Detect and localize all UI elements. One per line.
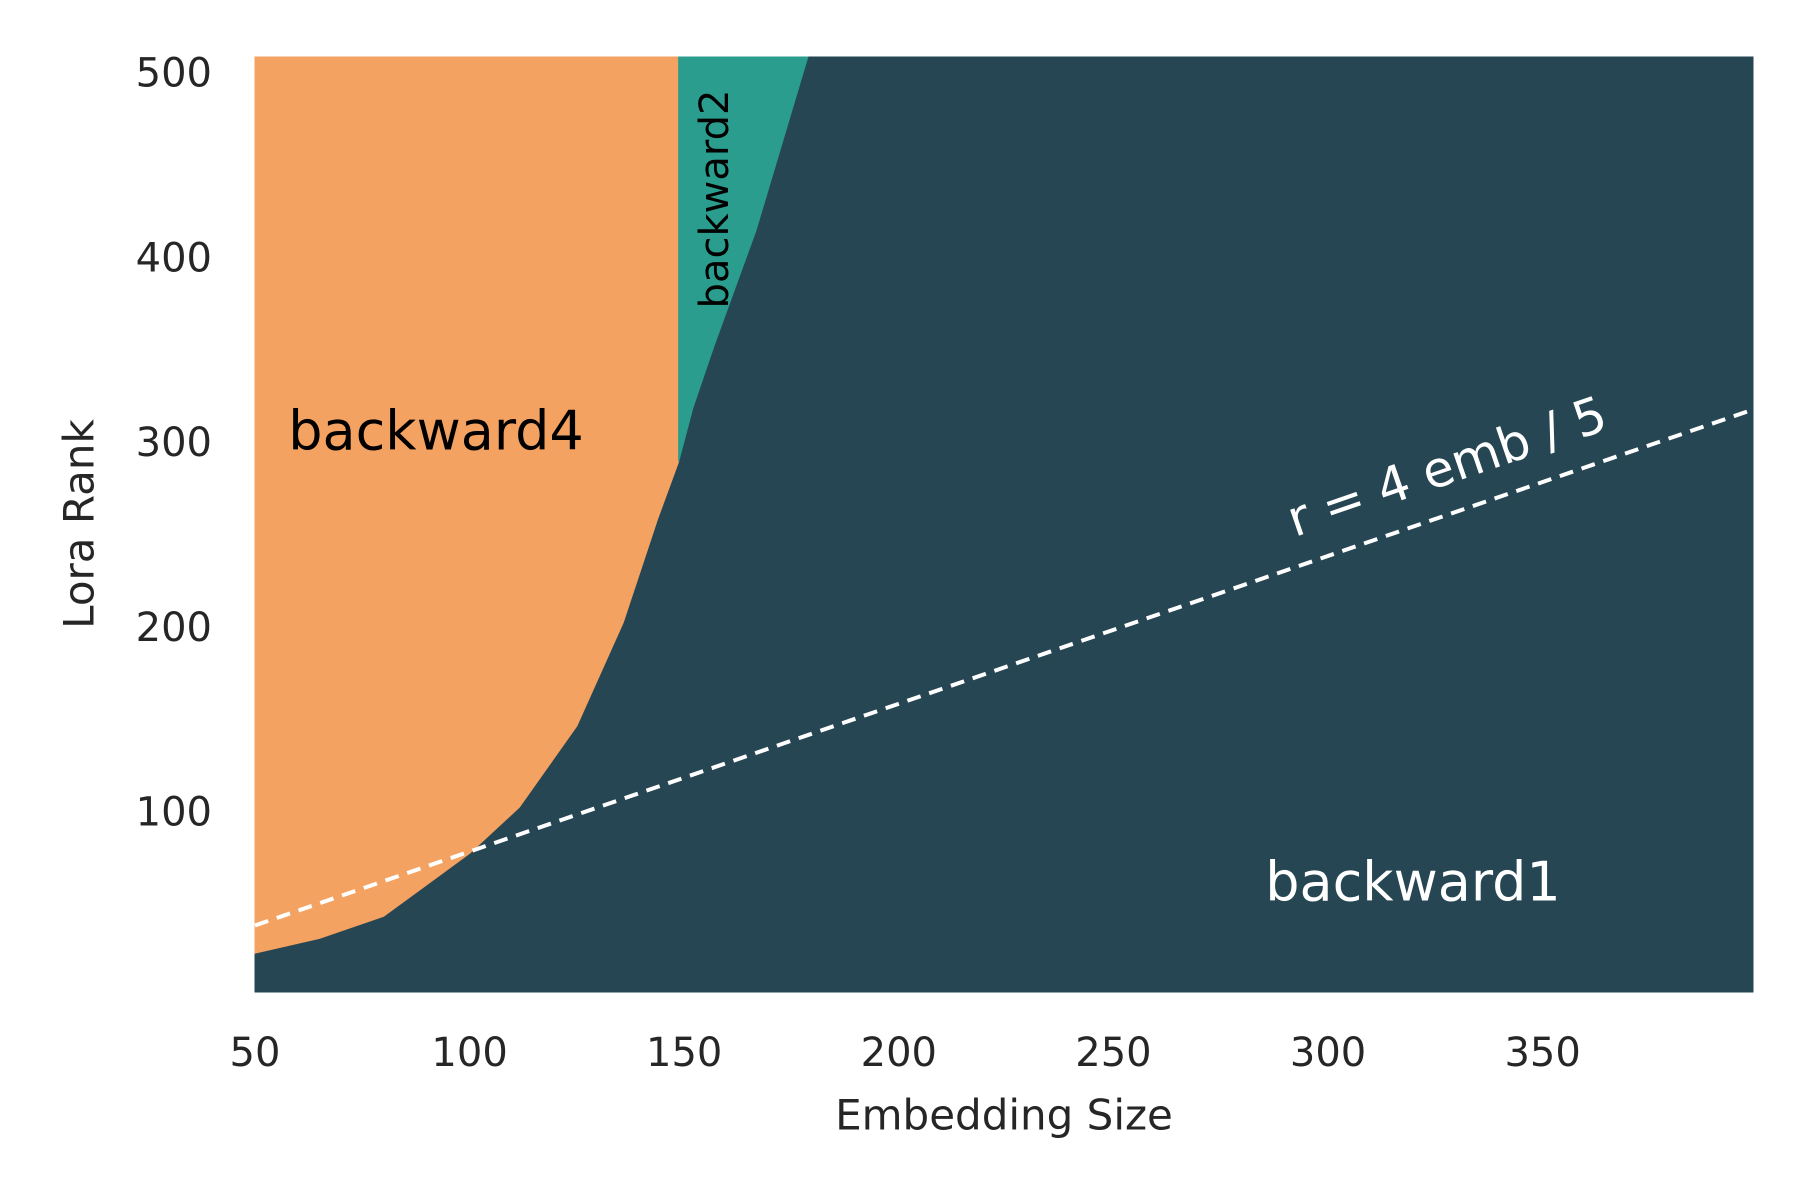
y-tick-label: 300 [136,420,212,466]
y-tick-label: 400 [136,235,212,281]
y-tick-label: 200 [136,605,212,651]
x-tick-label: 200 [861,1030,937,1076]
y-tick-label: 500 [136,50,212,96]
x-tick-label: 250 [1075,1030,1151,1076]
region-label: backward2 [692,90,738,309]
y-axis-label: Lora Rank [55,418,104,628]
x-tick-label: 100 [431,1030,507,1076]
region-label: backward1 [1265,851,1560,914]
reference-line [254,407,1754,928]
x-tick-label: 50 [230,1030,281,1076]
y-tick-label: 100 [136,790,212,836]
x-tick-label: 150 [646,1030,722,1076]
region-label: backward4 [288,400,583,463]
region [254,56,680,954]
x-axis-label: Embedding Size [835,1091,1173,1140]
x-tick-label: 350 [1504,1030,1580,1076]
x-tick-label: 300 [1290,1030,1366,1076]
region [678,56,809,462]
